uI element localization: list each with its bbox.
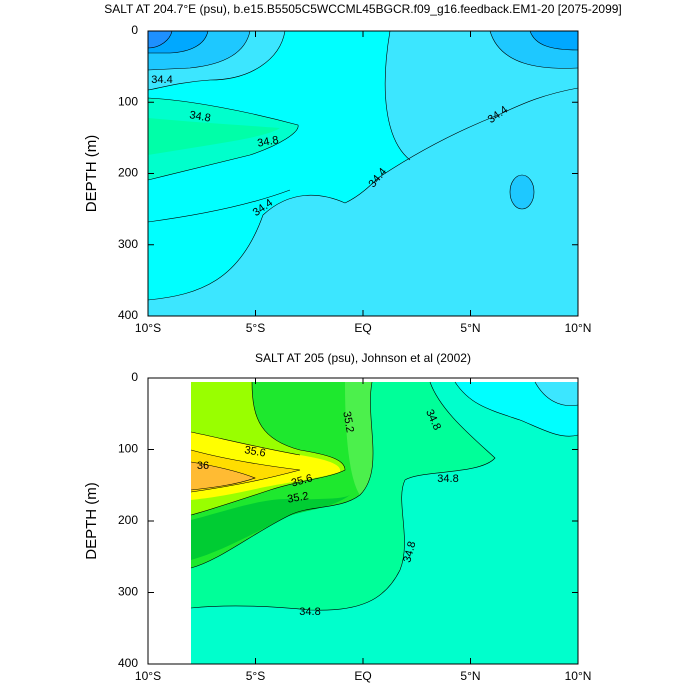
- y-tick-label: 400: [118, 308, 138, 322]
- y-tick-label: 200: [118, 513, 138, 527]
- chart-title: SALT AT 204.7°E (psu), b.e15.B5505C5WCCM…: [104, 2, 622, 16]
- y-tick-label: 100: [118, 442, 138, 456]
- contour-fill: [148, 31, 578, 316]
- contour-label: 34.8: [256, 134, 279, 150]
- x-tick-label: 10°N: [565, 669, 592, 683]
- contour-fill: [190, 381, 578, 664]
- x-tick-label: 10°S: [135, 669, 161, 683]
- x-tick-label: 5°S: [246, 669, 265, 683]
- y-axis-label: DEPTH (m): [83, 135, 100, 213]
- contour-label: 34.8: [401, 540, 418, 564]
- contour-label: 36: [197, 460, 209, 472]
- x-tick-label: 5°N: [460, 669, 480, 683]
- y-tick-label: 0: [131, 23, 138, 37]
- contour-label: 34.8: [188, 109, 211, 125]
- contour-label: 34.8: [299, 606, 320, 618]
- contour-label: 35.6: [290, 472, 314, 489]
- x-tick-label: EQ: [354, 669, 371, 683]
- contour-label: 35.2: [286, 490, 309, 506]
- x-tick-label: 5°N: [460, 321, 480, 335]
- y-tick-label: 200: [118, 166, 138, 180]
- y-tick-label: 0: [131, 370, 138, 384]
- contour-label: 34.8: [437, 473, 458, 485]
- contour-label: 35.2: [340, 410, 356, 433]
- y-tick-label: 300: [118, 585, 138, 599]
- y-tick-label: 400: [118, 656, 138, 670]
- x-tick-label: 10°N: [565, 321, 592, 335]
- y-tick-label: 100: [118, 94, 138, 108]
- x-tick-label: 10°S: [135, 321, 161, 335]
- x-tick-label: EQ: [354, 321, 371, 335]
- contour-label: 35.6: [243, 444, 266, 460]
- x-tick-label: 5°S: [246, 321, 265, 335]
- contour-label: 34.4: [151, 74, 172, 86]
- y-tick-label: 300: [118, 237, 138, 251]
- chart-title: SALT AT 205 (psu), Johnson et al (2002): [255, 351, 471, 365]
- y-axis-label: DEPTH (m): [83, 482, 100, 560]
